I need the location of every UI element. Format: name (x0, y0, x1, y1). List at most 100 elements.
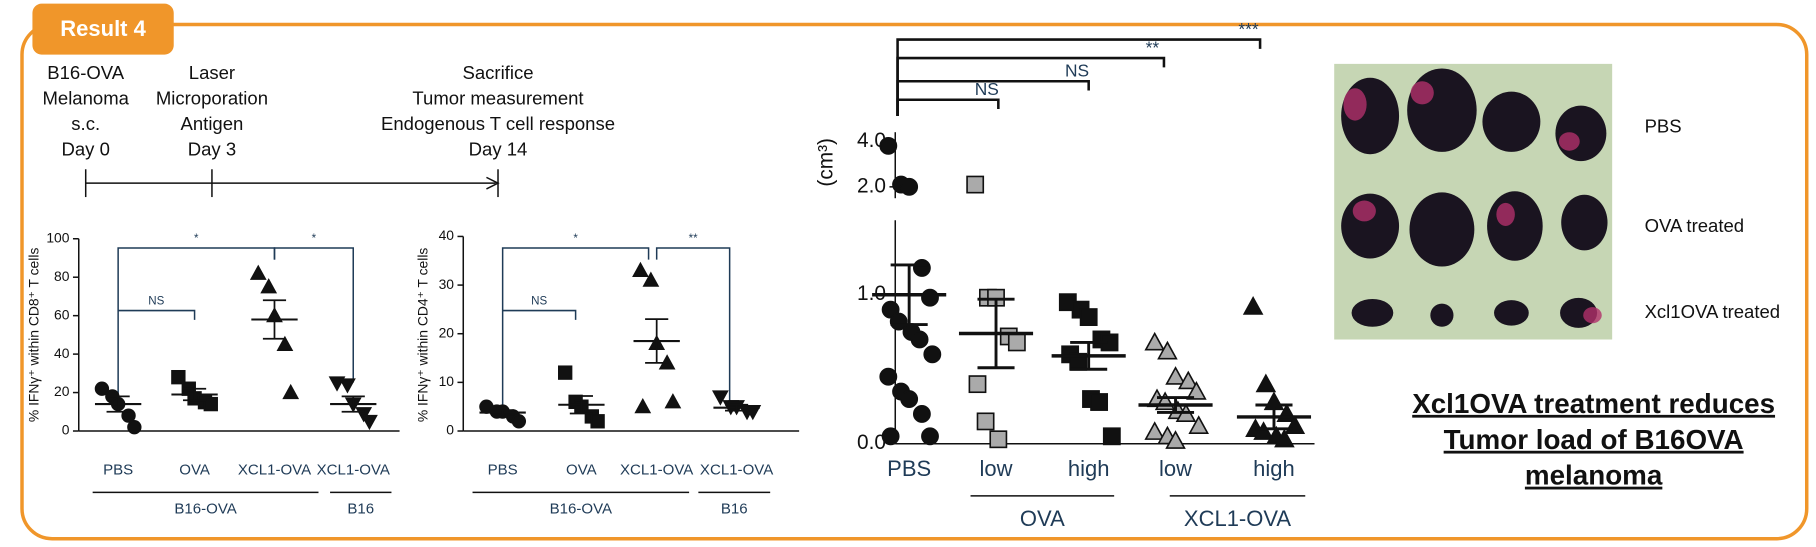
group-label: B16-OVA (550, 501, 612, 518)
point (744, 405, 762, 421)
photo-label: Xcl1OVA treated (1645, 301, 1781, 322)
y-tick-label: 30 (439, 276, 455, 292)
point (1165, 430, 1186, 449)
point (921, 288, 939, 307)
point (642, 271, 660, 287)
significance-bracket (273, 247, 354, 383)
conclusion-line: Tumor load of B16OVA (1444, 424, 1744, 455)
y-tick-label: 2.0 (857, 174, 886, 197)
timeline-label: Melanoma (42, 88, 129, 109)
point (711, 390, 729, 406)
point (1177, 370, 1199, 390)
point (260, 278, 278, 294)
significance-label: *** (1238, 19, 1259, 39)
group-label: B16-OVA (174, 501, 236, 518)
timeline-label: Day 14 (469, 139, 528, 160)
y-tick-label: 1.0 (857, 282, 886, 305)
timeline-label: Tumor measurement (412, 88, 584, 109)
point (171, 369, 186, 385)
point (664, 393, 682, 409)
point (1253, 421, 1274, 440)
y-axis-label: % IFNγ⁺ within CD8⁺ T cells (25, 248, 41, 423)
point (1188, 415, 1209, 434)
point (1090, 393, 1109, 411)
y-tick-label: 20 (439, 324, 455, 340)
significance-bracket (655, 247, 731, 406)
significance-bracket (896, 56, 1166, 116)
x-tick-label: high (1068, 456, 1110, 481)
x-tick-label: XCL1-OVA (238, 461, 311, 478)
x-tick-label: XCL1-OVA (620, 461, 693, 478)
point (1255, 373, 1277, 393)
error-bar (182, 387, 207, 402)
y-tick-label: 0.0 (857, 431, 886, 454)
x-tick-label: PBS (887, 456, 931, 481)
point (966, 175, 985, 194)
error-bar (1070, 340, 1108, 371)
point (1186, 380, 1207, 400)
significance-label: NS (531, 295, 547, 307)
chart: 0 10 20 30 40 % IFNγ⁺ within CD4⁺ T cells PBS O… (415, 227, 800, 518)
x-tick-label: PBS (488, 461, 518, 478)
group-label: B16 (347, 501, 374, 518)
timeline-label: s.c. (71, 113, 100, 134)
point (1157, 340, 1178, 360)
point (94, 381, 110, 396)
point (1144, 421, 1165, 440)
timeline-label: Endogenous T cell response (381, 113, 615, 134)
error-bar (569, 395, 593, 415)
y-tick-label: 4.0 (857, 129, 886, 152)
point (1079, 308, 1098, 327)
timeline-label: Day 3 (188, 139, 236, 160)
point (203, 396, 218, 412)
error-bar (645, 318, 669, 364)
significance-label: * (573, 233, 578, 245)
point (361, 414, 378, 431)
point (900, 177, 919, 196)
significance-label: NS (1065, 61, 1089, 81)
point (923, 345, 942, 364)
x-tick-label: XCL1-OVA (700, 461, 773, 478)
group-label: OVA (1020, 506, 1065, 531)
error-bar (1157, 396, 1195, 414)
timeline-label: Microporation (156, 88, 268, 109)
y-tick-label: 40 (439, 227, 455, 243)
y-tick-label: 10 (439, 373, 455, 389)
point (910, 330, 929, 349)
conclusion-line: melanoma (1525, 460, 1663, 491)
point (1165, 366, 1186, 385)
x-tick-label: low (980, 456, 1013, 481)
group-label: B16 (721, 501, 748, 518)
timeline-label: B16-OVA (47, 62, 124, 83)
significance-label: NS (975, 79, 999, 99)
error-bar (491, 409, 515, 416)
frame (20, 22, 1809, 541)
point (1007, 333, 1026, 352)
x-tick-label: low (1159, 456, 1192, 481)
significance-bracket (501, 247, 650, 415)
point (989, 430, 1008, 449)
significance-bracket (117, 247, 276, 394)
significance-label: ** (1146, 37, 1160, 57)
x-tick-label: OVA (566, 461, 597, 478)
y-tick-label: 0 (446, 422, 454, 438)
y-tick-label: 40 (54, 345, 70, 361)
badge-text: Result 4 (60, 16, 146, 41)
point (249, 264, 267, 280)
point (976, 412, 995, 431)
y-tick-label: 60 (54, 306, 70, 322)
point (912, 405, 931, 423)
significance-label: NS (148, 295, 164, 307)
error-bar (106, 395, 130, 413)
y-tick-label: 20 (54, 383, 70, 399)
x-tick-label: XCL1-OVA (317, 461, 390, 478)
conclusion-line: Xcl1OVA treatment reduces (1412, 388, 1775, 419)
significance-bracket (896, 98, 1000, 116)
point (1242, 296, 1264, 315)
y-axis-label: (cm³) (814, 138, 837, 187)
point (127, 419, 142, 435)
significance-label: ** (689, 233, 699, 245)
photo-label: PBS (1645, 115, 1682, 136)
